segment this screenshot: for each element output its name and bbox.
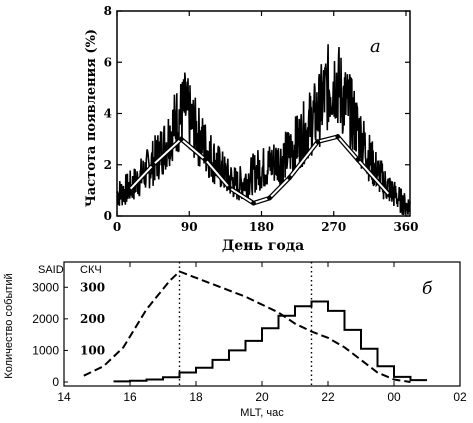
panel-b-right-tick-label: 100 <box>80 343 105 357</box>
panel-b-x-tick-label: 20 <box>255 390 269 404</box>
panel-b-x-tick-label: 22 <box>321 390 335 404</box>
panel-a-mean-point <box>287 175 292 180</box>
panel-b-series <box>83 262 427 386</box>
panel-a-mean-point <box>150 162 156 168</box>
panel-a-x-tick-label: 180 <box>249 220 274 234</box>
panel-a-letter: а <box>370 36 381 57</box>
panel-b-y-axis-label: Количество событий <box>3 273 15 378</box>
panel-a-mean-point <box>335 134 341 139</box>
panel-a-mean-point <box>251 200 256 206</box>
panel-b-dashed-curve <box>83 270 411 383</box>
panel-a-y-tick-labels: 0 2 4 6 8 <box>104 4 112 223</box>
panel-b-y-tick-label: 1000 <box>32 343 59 357</box>
panel-a-mean-point <box>355 157 361 163</box>
panel-a-series <box>116 44 411 216</box>
panel-a-mean-point <box>387 193 393 198</box>
panel-a-mean-point <box>226 185 232 191</box>
panel-b-right-tick-label: 300 <box>80 280 105 294</box>
panel-a: 0 90 180 270 360 0 2 4 6 8 День года Частота поя… <box>84 4 419 254</box>
panel-b-left-axis-title: SAID <box>38 264 64 276</box>
panel-b-plot-frame <box>63 261 461 387</box>
panel-a-y-axis-label: Частота появления (%) <box>84 29 99 207</box>
panel-b-x-tick-label: 16 <box>123 390 137 404</box>
panel-a-mean-curve <box>128 135 391 205</box>
panel-a-x-tick-label: 90 <box>181 220 198 234</box>
panel-a-y-tick-label: 8 <box>104 4 112 18</box>
panel-a-mean-point <box>267 195 272 201</box>
panel-b-x-tick-label: 18 <box>189 390 203 404</box>
panel-b-y-tick-label: 0 <box>52 375 59 389</box>
panel-a-y-tick-label: 2 <box>104 158 112 172</box>
panel-b-right-tick-label: 200 <box>80 312 105 326</box>
panel-b-y-tick-label: 2000 <box>32 312 59 326</box>
panel-b-histogram <box>113 300 427 383</box>
panel-a-x-tick-label: 360 <box>393 220 418 234</box>
panel-b-y-tick-label: 3000 <box>32 280 59 294</box>
panel-b-right-axis-title: СКЧ <box>80 264 102 276</box>
panel-a-x-tick-label: 270 <box>321 220 346 234</box>
panel-a-y-tick-label: 4 <box>104 107 112 121</box>
panel-a-x-axis-label: День года <box>222 238 304 254</box>
panel-b-x-tick-label: 14 <box>57 390 71 404</box>
panel-b-y-tick-labels: 0 1000 2000 3000 <box>32 280 59 389</box>
panel-b-x-tick-label: 02 <box>453 390 467 404</box>
panel-b: 14 16 18 20 22 00 02 0 1000 2000 3000 100 200 300 S… <box>3 261 467 419</box>
panel-a-y-tick-label: 0 <box>104 209 112 223</box>
panel-a-y-tick-label: 6 <box>104 55 112 69</box>
panel-a-daily-series <box>116 44 411 216</box>
panel-a-mean-point <box>202 157 208 163</box>
panel-b-x-axis-label: MLT, час <box>240 407 284 419</box>
panel-b-x-tick-label: 00 <box>387 390 401 404</box>
panel-b-x-tick-labels: 14 16 18 20 22 00 02 <box>57 390 467 404</box>
panel-b-letter: б <box>422 279 433 299</box>
panel-a-x-tick-label: 0 <box>113 220 121 234</box>
panel-a-x-tick-labels: 0 90 180 270 360 <box>113 220 419 234</box>
panel-a-mean-point <box>315 139 321 145</box>
panel-a-mean-point <box>178 136 184 142</box>
panel-b-right-tick-labels: 100 200 300 <box>80 280 105 357</box>
panel-b-ticks <box>63 262 461 386</box>
panel-a-mean-point <box>126 187 132 193</box>
